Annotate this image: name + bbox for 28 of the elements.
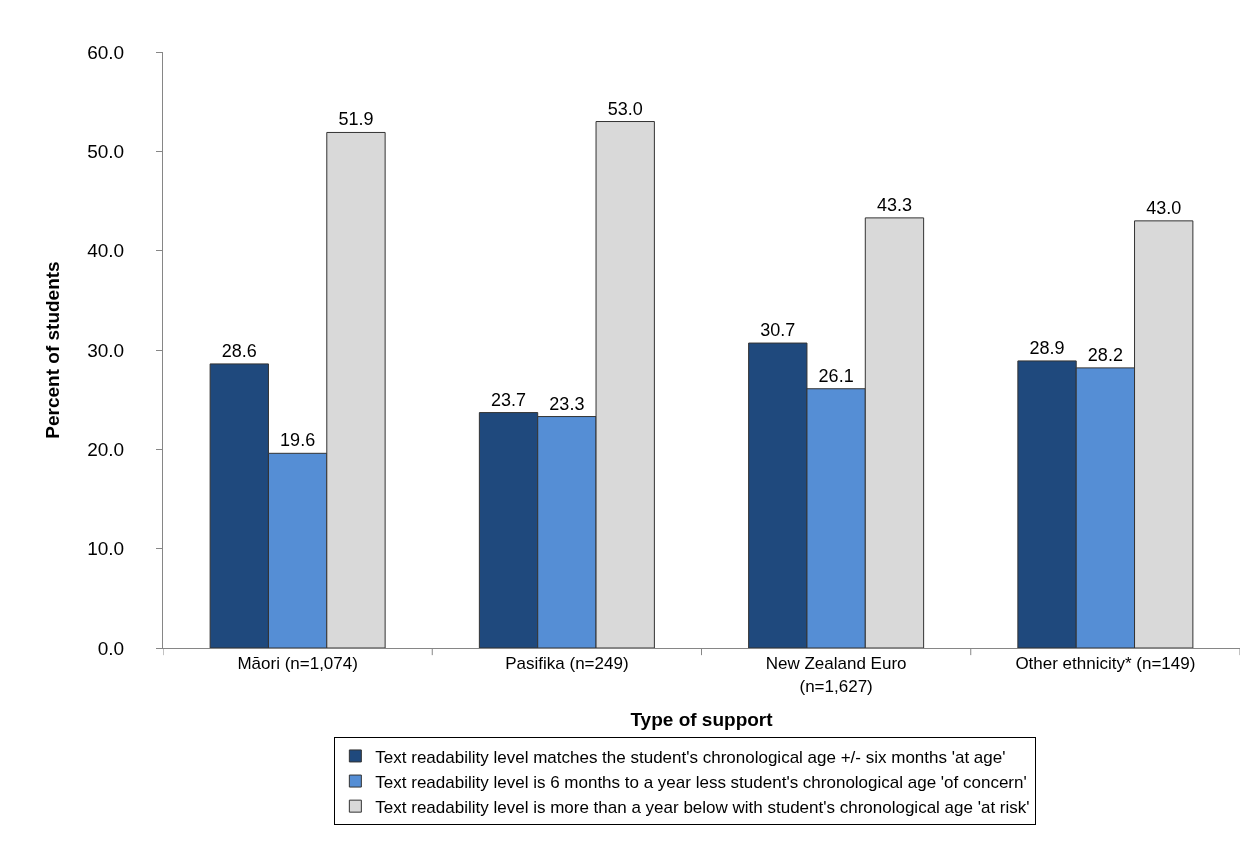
data-label: 43.0	[1146, 197, 1182, 218]
y-tick-label: 60.0	[87, 41, 125, 63]
data-label: 30.7	[760, 320, 796, 341]
x-tick-label: New Zealand Euro (n=1,627)	[765, 654, 907, 696]
data-label: 28.6	[221, 340, 257, 361]
y-tick-label: 40.0	[87, 240, 125, 262]
legend-label: Text readability level matches the student's chronological age +/- six months 'at age'	[375, 747, 1006, 767]
data-label: 28.2	[1087, 344, 1123, 365]
x-tick-label: Pasifika (n=249)	[505, 654, 629, 674]
y-tick-label: 0.0	[97, 637, 125, 659]
legend-label: Text readability level is more than a year below with student's chronological age 'at risk'	[375, 797, 1030, 817]
data-label: 43.3	[876, 194, 912, 215]
data-label: 53.0	[607, 98, 643, 119]
y-tick-label: 20.0	[87, 438, 125, 460]
data-label: 51.9	[338, 109, 374, 130]
data-label: 23.3	[549, 393, 585, 414]
y-tick-label: 10.0	[87, 538, 125, 560]
legend-label: Text readability level is 6 months to a year less student's chronological age 'of concern'	[375, 772, 1027, 792]
x-axis-title: Type of support	[630, 709, 774, 731]
x-tick-label: Other ethnicity* (n=149)	[1015, 654, 1196, 674]
x-tick-label: Māori (n=1,074)	[237, 654, 358, 674]
y-axis-title: Percent of students	[42, 261, 64, 439]
data-label: 26.1	[818, 365, 854, 386]
y-tick-label: 30.0	[87, 339, 125, 361]
data-label: 19.6	[280, 430, 316, 451]
data-label: 28.9	[1029, 337, 1065, 358]
y-tick-label: 50.0	[87, 140, 125, 162]
data-label: 23.7	[491, 389, 527, 410]
